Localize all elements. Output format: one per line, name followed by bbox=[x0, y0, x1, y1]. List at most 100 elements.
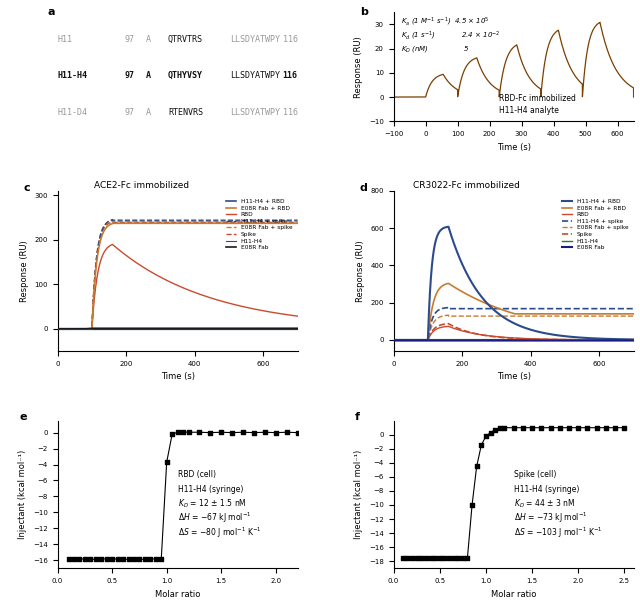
Point bbox=[435, 553, 445, 563]
Text: 97: 97 bbox=[125, 35, 134, 44]
Point bbox=[601, 423, 611, 433]
Text: $K_D$ = 44 ± 3 nM: $K_D$ = 44 ± 3 nM bbox=[514, 497, 575, 510]
Text: 97: 97 bbox=[125, 108, 134, 117]
Point bbox=[91, 555, 101, 565]
Text: 116: 116 bbox=[283, 71, 298, 80]
Point bbox=[439, 553, 449, 563]
Text: QTHYVSY: QTHYVSY bbox=[168, 71, 203, 80]
Point bbox=[156, 555, 166, 565]
Text: 116: 116 bbox=[283, 35, 298, 44]
Point bbox=[495, 423, 505, 433]
Text: ACE2-Fc immobilized: ACE2-Fc immobilized bbox=[93, 181, 189, 190]
Text: A: A bbox=[147, 71, 151, 80]
Point bbox=[407, 553, 417, 563]
Text: $K_D$ = 12 ± 1.5 nM: $K_D$ = 12 ± 1.5 nM bbox=[177, 497, 246, 510]
Point bbox=[573, 423, 583, 433]
Point bbox=[420, 553, 431, 563]
Text: $\Delta H$ = −73 kJ mol$^{-1}$: $\Delta H$ = −73 kJ mol$^{-1}$ bbox=[514, 511, 587, 525]
Point bbox=[509, 423, 519, 433]
Point bbox=[195, 427, 205, 437]
Text: $\Delta H$ = −67 kJ mol$^{-1}$: $\Delta H$ = −67 kJ mol$^{-1}$ bbox=[177, 511, 251, 525]
Text: 116: 116 bbox=[283, 108, 298, 117]
Point bbox=[216, 427, 227, 437]
Text: H11-H4 (syringe): H11-H4 (syringe) bbox=[177, 485, 243, 494]
Point bbox=[167, 430, 177, 439]
Point bbox=[249, 428, 259, 437]
Point bbox=[610, 423, 620, 433]
Text: d: d bbox=[360, 183, 368, 192]
Point bbox=[620, 423, 630, 433]
Point bbox=[96, 554, 106, 563]
Text: LLSDYATWPY: LLSDYATWPY bbox=[230, 35, 280, 44]
Text: $\Delta S$ = −103 J mol$^{-1}$ K$^{-1}$: $\Delta S$ = −103 J mol$^{-1}$ K$^{-1}$ bbox=[514, 525, 602, 540]
Point bbox=[476, 441, 486, 450]
Text: f: f bbox=[355, 412, 360, 422]
Point bbox=[140, 555, 150, 565]
Point bbox=[184, 427, 194, 437]
Point bbox=[564, 423, 574, 433]
Text: c: c bbox=[24, 183, 31, 192]
Point bbox=[124, 555, 134, 565]
Point bbox=[485, 428, 495, 437]
Point bbox=[80, 554, 90, 563]
Text: A: A bbox=[147, 35, 151, 44]
Text: CR3022-Fc immobilized: CR3022-Fc immobilized bbox=[413, 181, 520, 190]
Point bbox=[397, 553, 408, 563]
Point bbox=[63, 554, 74, 563]
Legend: H11-H4 + RBD, E08R Fab + RBD, RBD, H11-H4 + spike, E08R Fab + spike, Spike, H11-: H11-H4 + RBD, E08R Fab + RBD, RBD, H11-H… bbox=[559, 197, 630, 252]
Text: LLSDYATWPY: LLSDYATWPY bbox=[230, 71, 280, 80]
Point bbox=[227, 428, 237, 437]
Point bbox=[462, 553, 472, 563]
X-axis label: Time (s): Time (s) bbox=[497, 373, 531, 381]
Text: RBD (cell): RBD (cell) bbox=[177, 470, 216, 479]
Text: a: a bbox=[48, 7, 56, 16]
Text: H11-D4: H11-D4 bbox=[58, 108, 88, 117]
Point bbox=[205, 428, 216, 437]
Point bbox=[518, 423, 528, 433]
Point bbox=[271, 428, 281, 437]
Point bbox=[282, 427, 292, 437]
Y-axis label: Response (RU): Response (RU) bbox=[20, 240, 29, 302]
Text: H11-H4 (syringe): H11-H4 (syringe) bbox=[514, 485, 579, 494]
Point bbox=[416, 554, 426, 563]
Point bbox=[527, 423, 537, 433]
Point bbox=[582, 423, 593, 433]
Text: 97: 97 bbox=[125, 71, 134, 80]
Point bbox=[107, 555, 117, 565]
Point bbox=[129, 554, 139, 563]
Point bbox=[178, 427, 188, 437]
Y-axis label: Injectant (kcal mol⁻¹): Injectant (kcal mol⁻¹) bbox=[19, 450, 28, 539]
Point bbox=[545, 423, 556, 433]
Text: H11: H11 bbox=[58, 35, 72, 44]
Point bbox=[173, 427, 183, 437]
X-axis label: Molar ratio: Molar ratio bbox=[491, 590, 536, 599]
Point bbox=[69, 554, 79, 564]
Text: H11-H4: H11-H4 bbox=[58, 71, 88, 80]
Text: $K_d$ (1 s$^{-1}$)            2.4 × 10$^{-2}$: $K_d$ (1 s$^{-1}$) 2.4 × 10$^{-2}$ bbox=[401, 30, 500, 42]
Point bbox=[472, 461, 482, 471]
Point bbox=[292, 428, 303, 437]
Point bbox=[74, 555, 84, 565]
Point bbox=[458, 554, 468, 563]
Text: H11-H4 analyte: H11-H4 analyte bbox=[499, 106, 559, 115]
Point bbox=[490, 425, 500, 434]
Point bbox=[449, 553, 459, 563]
Text: RBD-Fc immobilized: RBD-Fc immobilized bbox=[499, 94, 576, 103]
Text: $K_D$ (nM)                5: $K_D$ (nM) 5 bbox=[401, 44, 469, 54]
Point bbox=[238, 427, 248, 437]
Point bbox=[426, 553, 436, 563]
Point bbox=[412, 553, 422, 563]
Text: e: e bbox=[19, 412, 27, 422]
X-axis label: Time (s): Time (s) bbox=[161, 373, 195, 381]
Text: $\Delta S$ = −80 J mol$^{-1}$ K$^{-1}$: $\Delta S$ = −80 J mol$^{-1}$ K$^{-1}$ bbox=[177, 525, 261, 540]
Point bbox=[113, 554, 123, 563]
Point bbox=[260, 427, 270, 437]
Point bbox=[145, 554, 156, 563]
Point bbox=[453, 553, 463, 563]
Text: A: A bbox=[147, 108, 151, 117]
Point bbox=[85, 554, 95, 564]
Point bbox=[444, 554, 454, 563]
Y-axis label: Injectant (kcal mol⁻¹): Injectant (kcal mol⁻¹) bbox=[355, 450, 364, 539]
Point bbox=[481, 431, 491, 441]
Legend: H11-H4 + RBD, E08R Fab + RBD, RBD, H11-H4 + spike, E08R Fab + spike, Spike, H11-: H11-H4 + RBD, E08R Fab + RBD, RBD, H11-H… bbox=[223, 197, 294, 252]
